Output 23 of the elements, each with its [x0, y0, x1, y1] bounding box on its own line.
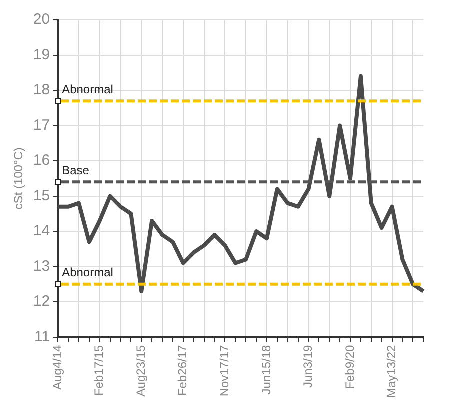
ref-line-label: Abnormal [62, 266, 114, 280]
x-tick-label: Aug4/14 [50, 344, 64, 390]
x-tick-label: Jun15/18 [259, 344, 274, 395]
y-tick-label: 19 [33, 46, 50, 64]
x-tick-label: Jun3/19 [301, 344, 316, 388]
y-tick-label: 20 [33, 11, 50, 28]
ref-line-label: Base [62, 163, 90, 178]
x-tick-label: Feb26/17 [176, 344, 190, 396]
ref-line-label: Abnormal [62, 82, 114, 96]
x-tick-label: Feb9/20 [342, 344, 357, 390]
y-tick-label: 12 [33, 293, 50, 310]
y-tick-label: 13 [33, 258, 50, 275]
y-tick-label: 11 [34, 328, 50, 346]
y-axis-title: cSt (100°C) [12, 148, 26, 210]
x-tick-label: Feb17/15 [92, 344, 106, 396]
x-tick-label: Aug23/15 [134, 344, 148, 397]
x-tick-label: May13/22 [384, 344, 399, 398]
y-tick-label: 16 [33, 152, 50, 170]
y-tick-label: 18 [33, 82, 50, 99]
y-tick-label: 15 [33, 187, 50, 204]
y-tick-label: 14 [33, 222, 50, 240]
x-tick-label: Nov17/17 [217, 344, 232, 397]
y-tick-label: 17 [33, 116, 50, 134]
